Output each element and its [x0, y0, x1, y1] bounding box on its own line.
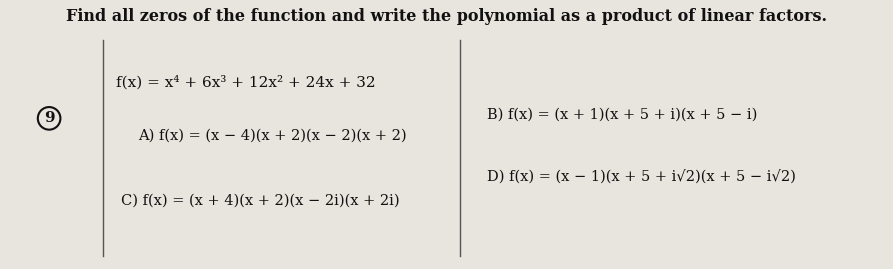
Text: B) f(x) = (x + 1)(x + 5 + i)(x + 5 − i): B) f(x) = (x + 1)(x + 5 + i)(x + 5 − i) [487, 108, 757, 122]
Text: A) f(x) = (x − 4)(x + 2)(x − 2)(x + 2): A) f(x) = (x − 4)(x + 2)(x − 2)(x + 2) [138, 129, 407, 143]
Text: f(x) = x⁴ + 6x³ + 12x² + 24x + 32: f(x) = x⁴ + 6x³ + 12x² + 24x + 32 [116, 75, 376, 90]
Text: Find all zeros of the function and write the polynomial as a product of linear f: Find all zeros of the function and write… [66, 8, 827, 25]
Text: D) f(x) = (x − 1)(x + 5 + i√2)(x + 5 − i√2): D) f(x) = (x − 1)(x + 5 + i√2)(x + 5 − i… [487, 169, 796, 184]
Text: C) f(x) = (x + 4)(x + 2)(x − 2i)(x + 2i): C) f(x) = (x + 4)(x + 2)(x − 2i)(x + 2i) [121, 194, 399, 208]
Text: 9: 9 [44, 111, 54, 125]
